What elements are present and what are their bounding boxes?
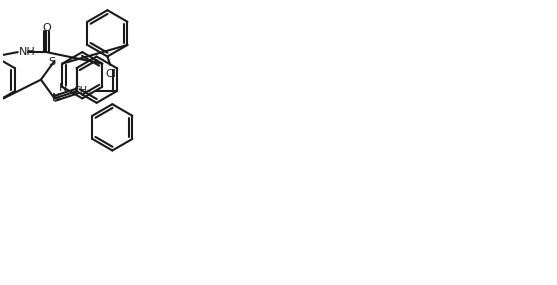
Text: CH₃: CH₃ <box>73 86 91 96</box>
Text: Cl: Cl <box>106 69 117 79</box>
Text: S: S <box>48 57 55 67</box>
Text: O: O <box>42 23 51 33</box>
Text: N: N <box>59 84 67 93</box>
Text: NH: NH <box>19 47 36 57</box>
Text: N: N <box>51 93 60 103</box>
